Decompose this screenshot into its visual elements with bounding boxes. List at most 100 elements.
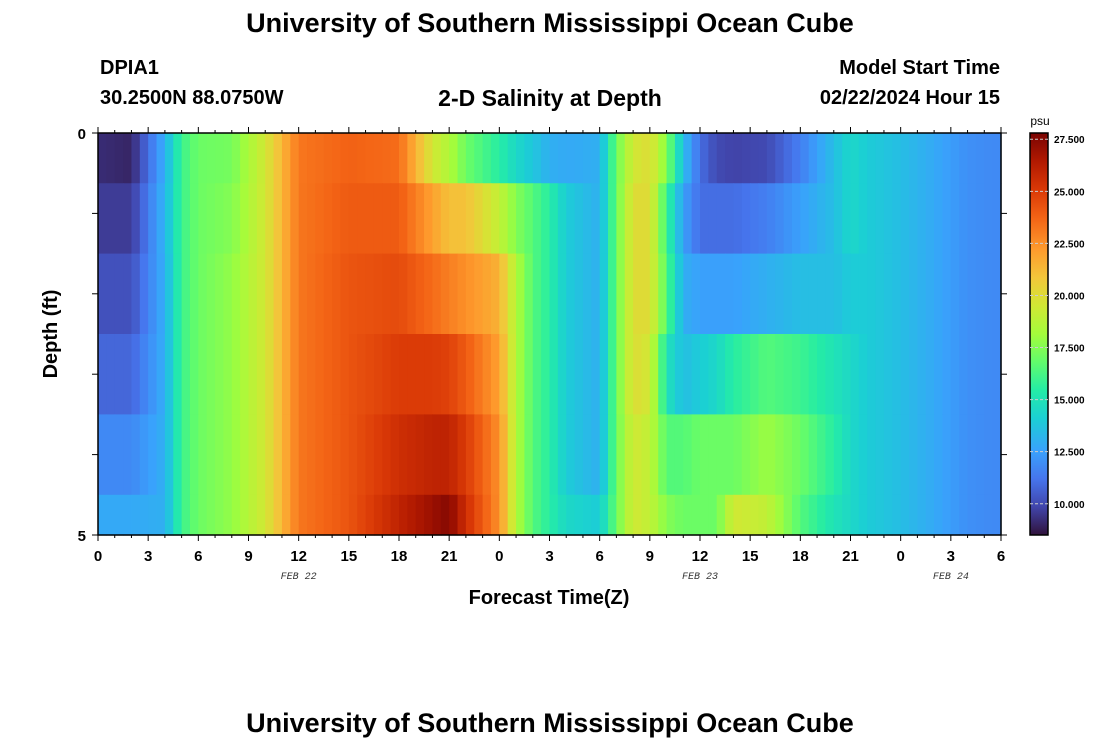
heatmap-cell — [490, 183, 500, 255]
heatmap-cell — [465, 183, 475, 255]
x-tick-label: 0 — [94, 548, 102, 565]
heatmap-cell — [148, 253, 158, 335]
heatmap-cell — [934, 183, 944, 255]
heatmap-cell — [616, 494, 626, 536]
heatmap-cell — [106, 183, 116, 255]
x-tick-label: 18 — [391, 548, 408, 565]
heatmap-cell — [541, 334, 551, 415]
heatmap-cell — [934, 253, 944, 335]
heatmap-cell — [850, 253, 860, 335]
heatmap-cell — [198, 253, 208, 335]
heatmap-cell — [265, 334, 275, 415]
heatmap-cell — [599, 253, 609, 335]
heatmap-cell — [240, 334, 250, 415]
heatmap-cell — [424, 133, 434, 184]
heatmap-cell — [858, 494, 868, 536]
heatmap-cell — [758, 494, 768, 536]
heatmap-cell — [240, 133, 250, 184]
heatmap-cell — [348, 133, 358, 184]
heatmap-cell — [925, 133, 935, 184]
heatmap-cell — [959, 494, 969, 536]
heatmap-cell — [984, 334, 994, 415]
heatmap-cell — [557, 494, 567, 536]
heatmap-cell — [382, 494, 392, 536]
heatmap-cell — [424, 253, 434, 335]
heatmap-cell — [825, 133, 835, 184]
heatmap-cell — [758, 334, 768, 415]
heatmap-cell — [474, 414, 484, 496]
heatmap-cell — [307, 334, 316, 415]
heatmap-cell — [499, 334, 509, 415]
heatmap-cell — [507, 334, 517, 415]
heatmap-cell — [624, 494, 634, 536]
heatmap-cell — [148, 183, 158, 255]
heatmap-cell — [574, 494, 584, 536]
heatmap-cell — [633, 133, 643, 184]
heatmap-cell — [566, 494, 576, 536]
y-axis: 05 — [78, 126, 1007, 545]
heatmap-cell — [925, 494, 935, 536]
heatmap-cell — [173, 183, 183, 255]
heatmap-cell — [566, 414, 576, 496]
heatmap-cell — [156, 253, 166, 335]
heatmap-cell — [725, 334, 735, 415]
heatmap-cell — [457, 414, 467, 496]
heatmap-cell — [373, 133, 383, 184]
heatmap-cell — [842, 494, 852, 536]
heatmap-cell — [424, 494, 434, 536]
heatmap-cell — [716, 414, 726, 496]
heatmap-cell — [156, 494, 166, 536]
heatmap-cell — [850, 494, 860, 536]
heatmap-cell — [741, 414, 751, 496]
heatmap-cell — [666, 133, 676, 184]
heatmap-cell — [449, 494, 459, 536]
heatmap-cell — [131, 133, 141, 184]
heatmap-cell — [248, 494, 258, 536]
heatmap-cell — [700, 253, 709, 335]
heatmap-cell — [649, 414, 659, 496]
heatmap-cell — [407, 133, 417, 184]
heatmap-cell — [942, 253, 952, 335]
heatmap-cell — [800, 334, 810, 415]
heatmap-cell — [240, 494, 250, 536]
heatmap-cell — [967, 414, 977, 496]
heatmap-cell — [833, 414, 843, 496]
heatmap-cell — [524, 133, 534, 184]
heatmap-cell — [909, 133, 918, 184]
heatmap-cell — [833, 253, 843, 335]
heatmap-cell — [892, 334, 902, 415]
heatmap-cell — [323, 414, 333, 496]
heatmap-cell — [858, 334, 868, 415]
heatmap-cell — [582, 183, 592, 255]
colorbar-scale — [1029, 132, 1049, 536]
heatmap-cell — [365, 183, 375, 255]
heatmap-cell — [800, 414, 810, 496]
heatmap-cell — [992, 494, 1002, 536]
heatmap-cell — [608, 253, 617, 335]
heatmap-cell — [766, 494, 776, 536]
heatmap-cell — [240, 183, 250, 255]
heatmap-cell — [181, 414, 191, 496]
heatmap-cell — [683, 494, 693, 536]
heatmap-cell — [549, 334, 559, 415]
heatmap-cell — [741, 253, 751, 335]
heatmap-cell — [474, 253, 484, 335]
heatmap-cell — [390, 414, 400, 496]
heatmap-cell — [507, 253, 517, 335]
heatmap-cell — [683, 183, 693, 255]
heatmap-cell — [164, 414, 174, 496]
heatmap-cell — [599, 334, 609, 415]
heatmap-cell — [399, 253, 408, 335]
heatmap-cell — [791, 183, 801, 255]
colorbar-tick-label: 20.000 — [1054, 291, 1085, 302]
heatmap-cell — [649, 253, 659, 335]
heatmap-cell — [465, 494, 475, 536]
heatmap-cell — [189, 414, 199, 496]
heatmap-cell — [608, 414, 617, 496]
heatmap-cell — [114, 494, 124, 536]
heatmap-cell — [925, 183, 935, 255]
heatmap-cell — [516, 133, 526, 184]
station-coordinates: 30.2500N 88.0750W — [100, 87, 284, 109]
heatmap-cell — [867, 334, 877, 415]
heatmap-cell — [298, 183, 308, 255]
